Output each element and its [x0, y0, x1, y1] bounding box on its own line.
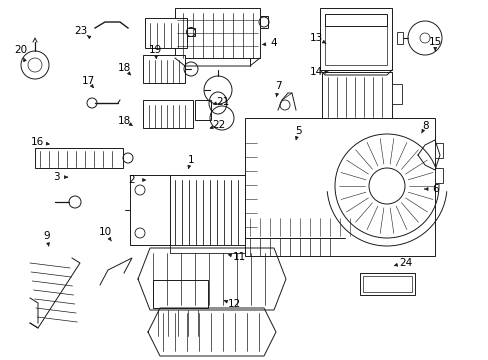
Text: 10: 10 [99, 227, 111, 237]
Text: 23: 23 [74, 26, 87, 36]
Text: 22: 22 [211, 120, 225, 130]
Text: 1: 1 [187, 155, 194, 165]
Text: 18: 18 [118, 63, 131, 73]
Bar [170, 245, 249, 253]
Text: 9: 9 [43, 231, 50, 241]
Text: 8: 8 [421, 121, 428, 131]
Bar [35, 148, 123, 168]
Circle shape [368, 168, 404, 204]
Bar [175, 8, 260, 58]
Bar [130, 175, 180, 245]
Bar [362, 276, 411, 292]
Bar [186, 28, 195, 36]
Bar [170, 175, 249, 245]
Text: 16: 16 [31, 137, 44, 147]
Bar [325, 18, 386, 65]
Text: 19: 19 [148, 45, 162, 55]
Text: 18: 18 [118, 116, 131, 126]
Text: 2: 2 [128, 175, 135, 185]
Text: 24: 24 [398, 258, 412, 268]
Bar [145, 18, 186, 48]
Bar [391, 84, 401, 104]
Text: 3: 3 [53, 172, 60, 182]
Bar [142, 100, 193, 128]
Bar [142, 55, 184, 83]
Bar [359, 273, 414, 295]
Bar [244, 118, 434, 256]
Bar [321, 72, 391, 120]
Text: 13: 13 [309, 33, 323, 43]
Text: 20: 20 [14, 45, 27, 55]
Bar [396, 32, 402, 44]
Text: 11: 11 [232, 252, 246, 262]
Text: 6: 6 [431, 184, 438, 194]
Text: 14: 14 [309, 67, 323, 77]
Bar [434, 143, 442, 158]
Text: 15: 15 [427, 37, 441, 48]
Bar [325, 14, 386, 26]
Text: 4: 4 [270, 38, 277, 48]
Bar [319, 8, 391, 70]
Bar [153, 280, 207, 308]
Text: 7: 7 [275, 81, 282, 91]
Bar [434, 168, 442, 183]
Text: 12: 12 [227, 299, 241, 309]
Text: 5: 5 [294, 126, 301, 136]
Bar [195, 100, 210, 120]
Text: 21: 21 [215, 96, 229, 107]
Bar [260, 16, 267, 28]
Text: 17: 17 [81, 76, 95, 86]
